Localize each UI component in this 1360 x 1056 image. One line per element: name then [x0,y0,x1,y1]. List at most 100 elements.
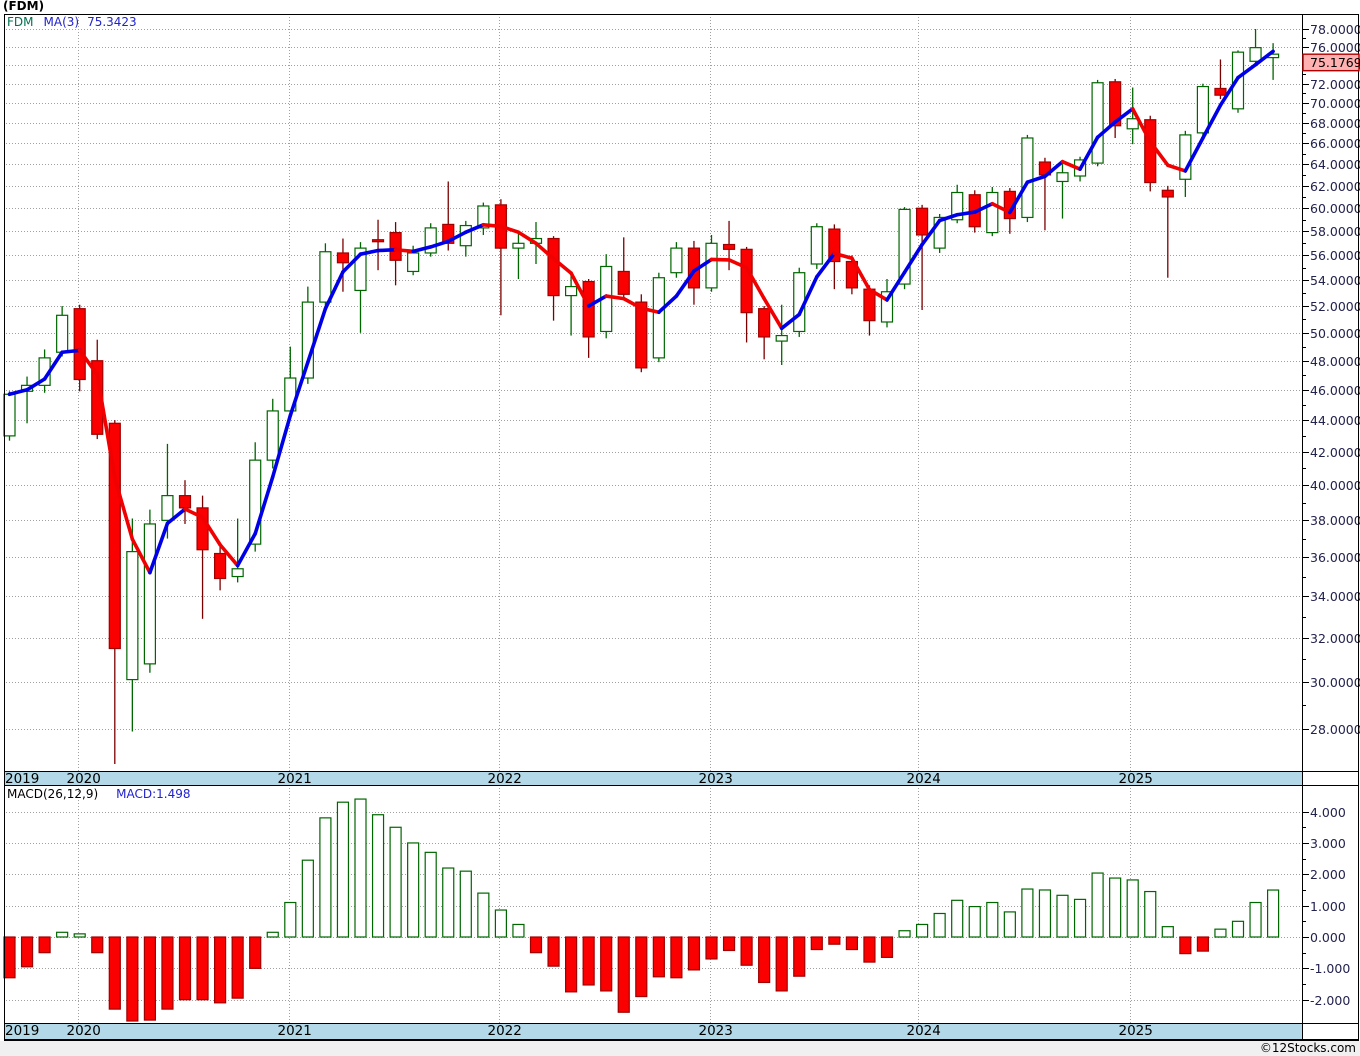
svg-text:3.000: 3.000 [1310,836,1346,851]
ma-label: MA(3) [43,15,80,29]
svg-text:62.0000: 62.0000 [1310,179,1360,194]
macd-bar [863,936,876,963]
svg-text:44.0000: 44.0000 [1310,413,1360,428]
candle [1249,29,1262,66]
svg-text:42.0000: 42.0000 [1310,445,1360,460]
macd-bar [845,936,859,951]
candle [564,271,578,336]
candle [126,518,139,732]
macd-bar [20,936,34,968]
macd-bar [371,814,385,938]
last-price-marker: 75.1769 [1302,53,1360,72]
candle [214,542,227,591]
year-axis-bands: 2019 2019 2020 2020 2021 2021 2022 2022 2023 2023… [5,771,1153,1039]
macd-bar [1231,920,1245,938]
moving-average-line [7,49,1275,575]
candle [1056,164,1069,219]
macd-bar [178,936,192,1001]
candle [442,181,455,251]
macd-bar [670,936,683,979]
candle [705,234,718,292]
macd-bar [1073,898,1087,938]
borders-and-marker: 75.1769 [4,14,1360,1041]
macd-bar [740,936,753,966]
svg-text:40.0000: 40.0000 [1310,478,1360,493]
macd-bar [968,905,981,938]
svg-text:2022: 2022 [488,771,522,787]
macd-bar [407,842,420,938]
macd-bar [652,936,665,978]
svg-text:32.0000: 32.0000 [1310,631,1360,646]
svg-text:2023: 2023 [699,771,733,787]
candle [986,186,999,237]
macd-bar [564,936,578,993]
macd-bar [1091,872,1104,938]
price-panel-header: FDM MA(3) 75.3423 [7,16,137,28]
svg-text:0.000: 0.000 [1310,930,1346,945]
macd-bar [126,936,139,1022]
macd-bar [161,936,174,1010]
macd-bar [3,936,16,979]
macd-bar [880,936,894,958]
macd-bar [775,936,788,992]
macd-axis: -2.000 -1.000 0.000 1.000 2.000 3.000 4.000 [1302,805,1350,1008]
macd-bar [389,826,402,938]
macd-bar [56,931,69,938]
candle [1091,79,1104,167]
macd-panel-header: MACD(26,12,9) MACD:1.498 [7,788,191,800]
macd-bar [793,936,806,977]
macd-bar [336,801,350,938]
candle [547,236,560,321]
macd-bar [442,867,455,938]
macd-bar [512,923,525,938]
macd-histogram [3,798,1280,1022]
macd-bar [986,901,999,938]
svg-text:2019: 2019 [5,771,39,787]
macd-bar [108,936,121,1010]
macd-bar [73,933,86,938]
macd-bar [722,936,736,952]
svg-text:66.0000: 66.0000 [1310,136,1360,151]
svg-text:64.0000: 64.0000 [1310,157,1360,172]
svg-text:4.000: 4.000 [1310,805,1346,820]
macd-bar [1161,926,1174,938]
svg-text:2.000: 2.000 [1310,867,1346,882]
candle [73,304,86,392]
svg-text:60.0000: 60.0000 [1310,201,1360,216]
footer-strip [0,1041,1360,1056]
macd-bar [91,936,104,954]
svg-text:1.000: 1.000 [1310,899,1346,914]
svg-text:72.0000: 72.0000 [1310,77,1360,92]
candle [1196,83,1210,137]
svg-text:2019: 2019 [5,1023,39,1039]
macd-bar [1249,901,1262,938]
price-axis: 28.0000 30.0000 32.0000 34.0000 36.0000 38.00… [1302,22,1360,737]
macd-bar [582,936,595,986]
svg-text:56.0000: 56.0000 [1310,248,1360,263]
candle [582,278,595,358]
macd-bar [196,936,209,1001]
macd-bar [758,936,771,984]
candle [389,222,402,286]
svg-text:50.0000: 50.0000 [1310,326,1360,341]
svg-text:-2.000: -2.000 [1310,993,1350,1008]
macd-bar [1214,928,1227,938]
svg-text:54.0000: 54.0000 [1310,273,1360,288]
macd-bar [1038,889,1052,938]
candle [652,272,665,363]
candle [512,233,525,279]
macd-bar [354,798,367,938]
macd-bar [1196,936,1210,952]
candle [1109,78,1122,138]
candle [319,243,332,309]
macd-bar [617,936,630,1013]
svg-text:2020: 2020 [67,771,101,787]
svg-text:30.0000: 30.0000 [1310,675,1360,690]
macd-bar [1126,879,1139,938]
candle [266,398,279,469]
macd-value-label: MACD:1.498 [116,787,191,801]
ma-value: 75.3423 [87,15,137,29]
svg-text:28.0000: 28.0000 [1310,722,1360,737]
svg-text:2020: 2020 [67,1023,101,1039]
candle [1214,59,1227,100]
